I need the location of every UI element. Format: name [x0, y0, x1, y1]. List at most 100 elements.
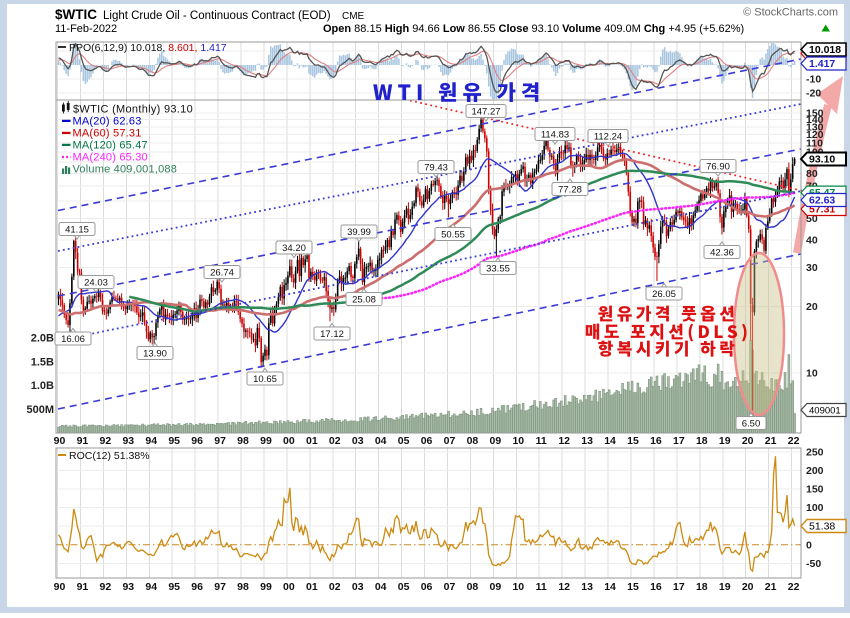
svg-text:-10: -10 [806, 74, 821, 86]
svg-text:10.65: 10.65 [253, 374, 277, 385]
svg-text:99: 99 [260, 435, 272, 447]
svg-text:500M: 500M [26, 404, 54, 416]
svg-text:15: 15 [627, 435, 639, 447]
svg-text:02: 02 [329, 435, 341, 447]
svg-text:11: 11 [536, 581, 547, 593]
svg-text:16: 16 [650, 435, 662, 447]
svg-text:MA(20) 62.63: MA(20) 62.63 [73, 115, 142, 127]
svg-text:13.90: 13.90 [143, 349, 167, 360]
svg-text:20: 20 [742, 581, 754, 593]
svg-text:90: 90 [54, 581, 66, 593]
svg-text:97: 97 [214, 581, 226, 593]
svg-text:1.417: 1.417 [809, 58, 835, 70]
svg-text:05: 05 [398, 435, 410, 447]
svg-text:26.74: 26.74 [210, 268, 234, 279]
svg-text:100: 100 [806, 502, 824, 514]
svg-text:12: 12 [558, 581, 570, 593]
svg-text:MA(120) 65.47: MA(120) 65.47 [73, 139, 148, 151]
svg-text:150: 150 [806, 108, 824, 120]
svg-text:95: 95 [168, 581, 180, 593]
svg-text:17: 17 [673, 435, 685, 447]
svg-text:25.08: 25.08 [352, 295, 376, 306]
svg-text:10: 10 [512, 581, 524, 593]
svg-text:$WTIC (Monthly) 93.10: $WTIC (Monthly) 93.10 [73, 104, 193, 116]
svg-text:250: 250 [806, 446, 824, 458]
svg-text:© StockCharts.com: © StockCharts.com [743, 7, 838, 19]
svg-text:18: 18 [696, 435, 708, 447]
svg-text:40: 40 [806, 234, 818, 246]
svg-text:77.28: 77.28 [558, 185, 582, 196]
svg-text:14: 14 [604, 581, 616, 593]
svg-text:10: 10 [806, 368, 818, 380]
svg-text:51.38: 51.38 [809, 521, 835, 533]
svg-text:06: 06 [421, 435, 433, 447]
svg-text:62.63: 62.63 [809, 195, 835, 207]
svg-text:02: 02 [329, 581, 341, 593]
svg-text:41.15: 41.15 [65, 225, 89, 236]
svg-text:16.06: 16.06 [61, 334, 85, 345]
svg-text:CME: CME [342, 11, 365, 22]
svg-text:120: 120 [806, 129, 824, 141]
svg-text:06: 06 [421, 581, 433, 593]
svg-text:98: 98 [237, 581, 249, 593]
svg-text:Open 88.15 High 94.66 Low 86.5: Open 88.15 High 94.66 Low 86.55 Close 93… [323, 23, 744, 35]
svg-text:00: 00 [283, 581, 295, 593]
svg-text:112.24: 112.24 [594, 132, 622, 143]
svg-text:0: 0 [806, 539, 812, 551]
svg-text:6.50: 6.50 [742, 419, 761, 430]
svg-text:01: 01 [306, 581, 318, 593]
svg-text:200: 200 [806, 465, 824, 477]
svg-text:150: 150 [806, 484, 824, 496]
svg-text:07: 07 [444, 435, 456, 447]
svg-text:00: 00 [283, 435, 295, 447]
svg-text:79.43: 79.43 [424, 163, 448, 174]
svg-text:39.99: 39.99 [347, 227, 371, 238]
svg-text:Volume 409,001,088: Volume 409,001,088 [73, 164, 178, 176]
svg-text:08: 08 [467, 435, 479, 447]
svg-text:05: 05 [398, 581, 410, 593]
svg-text:1.5B: 1.5B [31, 356, 54, 368]
svg-text:50.55: 50.55 [441, 230, 465, 241]
svg-text:ROC(12) 51.38%: ROC(12) 51.38% [69, 450, 150, 462]
svg-text:93: 93 [122, 581, 134, 593]
svg-text:21: 21 [765, 581, 777, 593]
svg-text:11: 11 [536, 435, 547, 447]
svg-text:$WTIC: $WTIC [55, 7, 97, 22]
svg-text:09: 09 [490, 435, 502, 447]
svg-text:01: 01 [306, 435, 318, 447]
svg-text:110: 110 [806, 137, 823, 149]
svg-text:MA(60) 57.31: MA(60) 57.31 [73, 127, 142, 139]
svg-text:09: 09 [490, 581, 502, 593]
svg-text:19: 19 [719, 581, 731, 593]
svg-text:18: 18 [696, 581, 708, 593]
svg-text:03: 03 [352, 435, 364, 447]
svg-text:26.05: 26.05 [652, 289, 676, 300]
svg-text:13: 13 [581, 435, 593, 447]
svg-text:96: 96 [191, 581, 203, 593]
svg-text:17.12: 17.12 [320, 329, 344, 340]
svg-text:147.27: 147.27 [471, 107, 500, 118]
svg-text:96: 96 [191, 435, 203, 447]
svg-text:140: 140 [806, 114, 824, 126]
svg-text:16: 16 [650, 581, 662, 593]
svg-text:90: 90 [54, 435, 66, 447]
svg-text:1.0B: 1.0B [31, 380, 54, 392]
svg-text:97: 97 [214, 435, 226, 447]
svg-text:30: 30 [806, 262, 818, 274]
svg-text:114.83: 114.83 [541, 130, 569, 141]
svg-text:94: 94 [145, 581, 157, 593]
svg-text:08: 08 [467, 581, 479, 593]
svg-text:94: 94 [145, 435, 157, 447]
svg-text:93.10: 93.10 [809, 154, 835, 166]
svg-text:409001: 409001 [809, 406, 841, 417]
svg-text:34.20: 34.20 [282, 243, 306, 254]
svg-text:03: 03 [352, 581, 364, 593]
svg-text:50: 50 [806, 213, 818, 225]
svg-text:91: 91 [77, 435, 89, 447]
svg-text:04: 04 [375, 581, 387, 593]
svg-text:-50: -50 [806, 558, 821, 570]
svg-text:19: 19 [719, 435, 731, 447]
svg-text:80: 80 [806, 168, 818, 180]
svg-text:04: 04 [375, 435, 387, 447]
svg-text:10.018: 10.018 [809, 44, 841, 56]
